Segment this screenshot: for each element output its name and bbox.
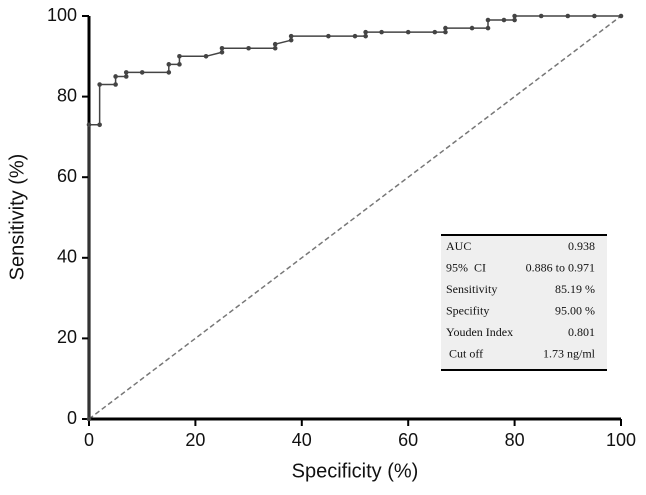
roc-point (432, 29, 438, 35)
roc-point (139, 70, 145, 75)
roc-point (272, 45, 278, 51)
x-tick-label: 40 (292, 430, 312, 450)
table-label: AUC (446, 239, 471, 253)
roc-point (501, 17, 507, 23)
table-label: Sensitivity (446, 282, 497, 296)
roc-point (177, 54, 182, 59)
roc-point (443, 25, 448, 31)
roc-point (113, 82, 118, 87)
roc-point (512, 13, 517, 19)
y-tick-label: 20 (57, 327, 77, 347)
x-tick-label: 0 (84, 430, 94, 450)
roc-point (405, 29, 411, 35)
x-tick-label: 80 (505, 430, 525, 450)
roc-point (352, 33, 358, 39)
table-label: Specifity (446, 303, 489, 317)
roc-point (443, 29, 448, 35)
roc-point (113, 74, 118, 79)
x-tick-label: 20 (185, 430, 205, 450)
roc-point (485, 25, 491, 31)
roc-point (288, 33, 294, 39)
roc-point (485, 17, 491, 23)
roc-point (538, 13, 544, 19)
table-value: 0.886 to 0.971 (526, 260, 595, 274)
x-tick-label: 100 (606, 430, 636, 450)
y-tick-label: 0 (67, 408, 77, 428)
roc-point (123, 74, 129, 79)
roc-point (86, 416, 92, 422)
roc-point (203, 54, 209, 59)
roc-point (618, 13, 624, 19)
roc-point (326, 33, 331, 39)
table-value: 95.00 % (555, 303, 595, 317)
roc-point (86, 122, 92, 128)
roc-point (469, 25, 475, 31)
roc-point (97, 122, 102, 128)
y-axis-title: Sensitivity (%) (6, 154, 28, 281)
roc-point (379, 29, 384, 35)
x-axis-title: Specificity (%) (292, 460, 419, 482)
reference-line (88, 15, 622, 420)
roc-point (177, 62, 182, 67)
table-value: 0.938 (568, 239, 595, 253)
roc-point (512, 17, 517, 23)
y-tick-label: 40 (57, 247, 77, 267)
table-label: Cut off (446, 346, 483, 360)
roc-point (288, 37, 294, 43)
table-background (441, 235, 607, 370)
table-value: 0.801 (568, 325, 595, 339)
roc-point (363, 29, 368, 35)
roc-point (272, 41, 278, 47)
table-value: 1.73 ng/ml (543, 346, 596, 360)
roc-point (363, 33, 368, 39)
table-label: Youden Index (446, 325, 513, 339)
table-value: 85.19 % (555, 282, 595, 296)
y-tick-label: 80 (57, 85, 77, 105)
x-tick-label: 60 (398, 430, 418, 450)
y-tick-label: 60 (57, 166, 77, 186)
roc-point (166, 62, 172, 67)
y-tick-label: 100 (47, 5, 77, 25)
roc-point (219, 45, 225, 51)
roc-point (97, 82, 102, 87)
table-label: 95% CI (446, 260, 486, 274)
roc-point (219, 49, 225, 55)
roc-point (565, 13, 571, 19)
roc-point (246, 45, 251, 51)
roc-point (592, 13, 597, 19)
roc-point (123, 70, 129, 75)
roc-point (166, 70, 172, 75)
